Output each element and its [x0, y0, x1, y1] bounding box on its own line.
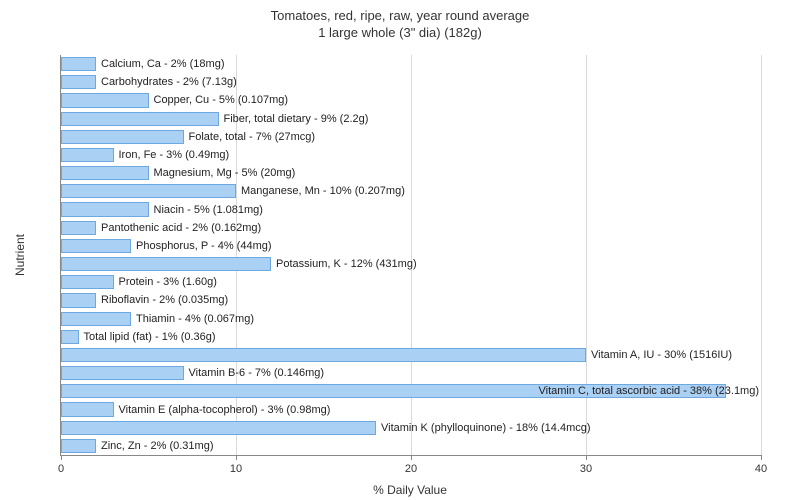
x-tick-label: 40 — [755, 463, 767, 475]
x-tick-label: 20 — [405, 463, 417, 475]
bar — [61, 366, 184, 380]
bar-label: Potassium, K - 12% (431mg) — [276, 259, 417, 270]
x-tick-mark — [236, 455, 237, 460]
bar — [61, 75, 96, 89]
x-tick-mark — [761, 455, 762, 460]
bar — [61, 202, 149, 216]
bar — [61, 112, 219, 126]
bar — [61, 93, 149, 107]
bar — [61, 184, 236, 198]
bar — [61, 148, 114, 162]
plot-area: 010203040Calcium, Ca - 2% (18mg)Carbohyd… — [60, 55, 760, 455]
bar-label: Magnesium, Mg - 5% (20mg) — [154, 168, 296, 179]
bar — [61, 330, 79, 344]
bar-label: Protein - 3% (1.60g) — [119, 277, 217, 288]
x-tick-label: 10 — [230, 463, 242, 475]
bar-label: Pantothenic acid - 2% (0.162mg) — [101, 223, 261, 234]
chart-title-line-1: Tomatoes, red, ripe, raw, year round ave… — [271, 8, 530, 23]
bar-label: Manganese, Mn - 10% (0.207mg) — [241, 186, 405, 197]
bar — [61, 57, 96, 71]
bar-label: Phosphorus, P - 4% (44mg) — [136, 241, 272, 252]
bar — [61, 221, 96, 235]
bar-label: Total lipid (fat) - 1% (0.36g) — [84, 332, 216, 343]
y-axis-label: Nutrient — [13, 234, 27, 276]
bar — [61, 239, 131, 253]
bar-label: Vitamin E (alpha-tocopherol) - 3% (0.98m… — [119, 405, 331, 416]
chart-title: Tomatoes, red, ripe, raw, year round ave… — [0, 0, 800, 42]
bar — [61, 166, 149, 180]
bar-label: Vitamin K (phylloquinone) - 18% (14.4mcg… — [381, 423, 591, 434]
bar-label: Calcium, Ca - 2% (18mg) — [101, 59, 224, 70]
bar-label: Copper, Cu - 5% (0.107mg) — [154, 95, 289, 106]
chart-title-line-2: 1 large whole (3" dia) (182g) — [318, 25, 482, 40]
x-axis-label: % Daily Value — [373, 483, 447, 497]
bar-label: Thiamin - 4% (0.067mg) — [136, 314, 254, 325]
bar-label: Vitamin C, total ascorbic acid - 38% (23… — [539, 386, 760, 397]
bar-label: Carbohydrates - 2% (7.13g) — [101, 77, 237, 88]
bar-label: Fiber, total dietary - 9% (2.2g) — [224, 114, 369, 125]
x-tick-label: 0 — [58, 463, 64, 475]
bar — [61, 130, 184, 144]
gridline — [761, 55, 762, 455]
bar-label: Zinc, Zn - 2% (0.31mg) — [101, 441, 213, 452]
chart-container: Tomatoes, red, ripe, raw, year round ave… — [0, 0, 800, 500]
bar — [61, 257, 271, 271]
x-tick-mark — [586, 455, 587, 460]
bar — [61, 402, 114, 416]
bar — [61, 312, 131, 326]
x-tick-mark — [61, 455, 62, 460]
bar-label: Riboflavin - 2% (0.035mg) — [101, 295, 228, 306]
bar — [61, 275, 114, 289]
bar-label: Folate, total - 7% (27mcg) — [189, 132, 316, 143]
bar — [61, 293, 96, 307]
x-tick-mark — [411, 455, 412, 460]
bar — [61, 439, 96, 453]
bar-label: Vitamin A, IU - 30% (1516IU) — [591, 350, 732, 361]
bar — [61, 348, 586, 362]
plot: 010203040Calcium, Ca - 2% (18mg)Carbohyd… — [60, 55, 761, 456]
bar — [61, 421, 376, 435]
bar-label: Iron, Fe - 3% (0.49mg) — [119, 150, 230, 161]
bar-label: Vitamin B-6 - 7% (0.146mg) — [189, 368, 325, 379]
x-tick-label: 30 — [580, 463, 592, 475]
bar-label: Niacin - 5% (1.081mg) — [154, 205, 263, 216]
